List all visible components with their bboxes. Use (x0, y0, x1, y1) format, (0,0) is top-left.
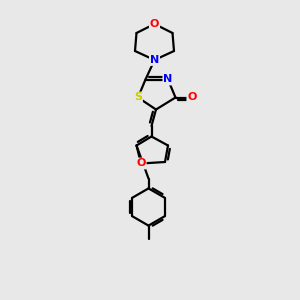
Text: S: S (134, 92, 142, 103)
Text: O: O (150, 19, 159, 29)
Text: O: O (187, 92, 197, 103)
Text: N: N (164, 74, 172, 85)
Text: O: O (136, 158, 146, 169)
Text: N: N (150, 55, 159, 65)
